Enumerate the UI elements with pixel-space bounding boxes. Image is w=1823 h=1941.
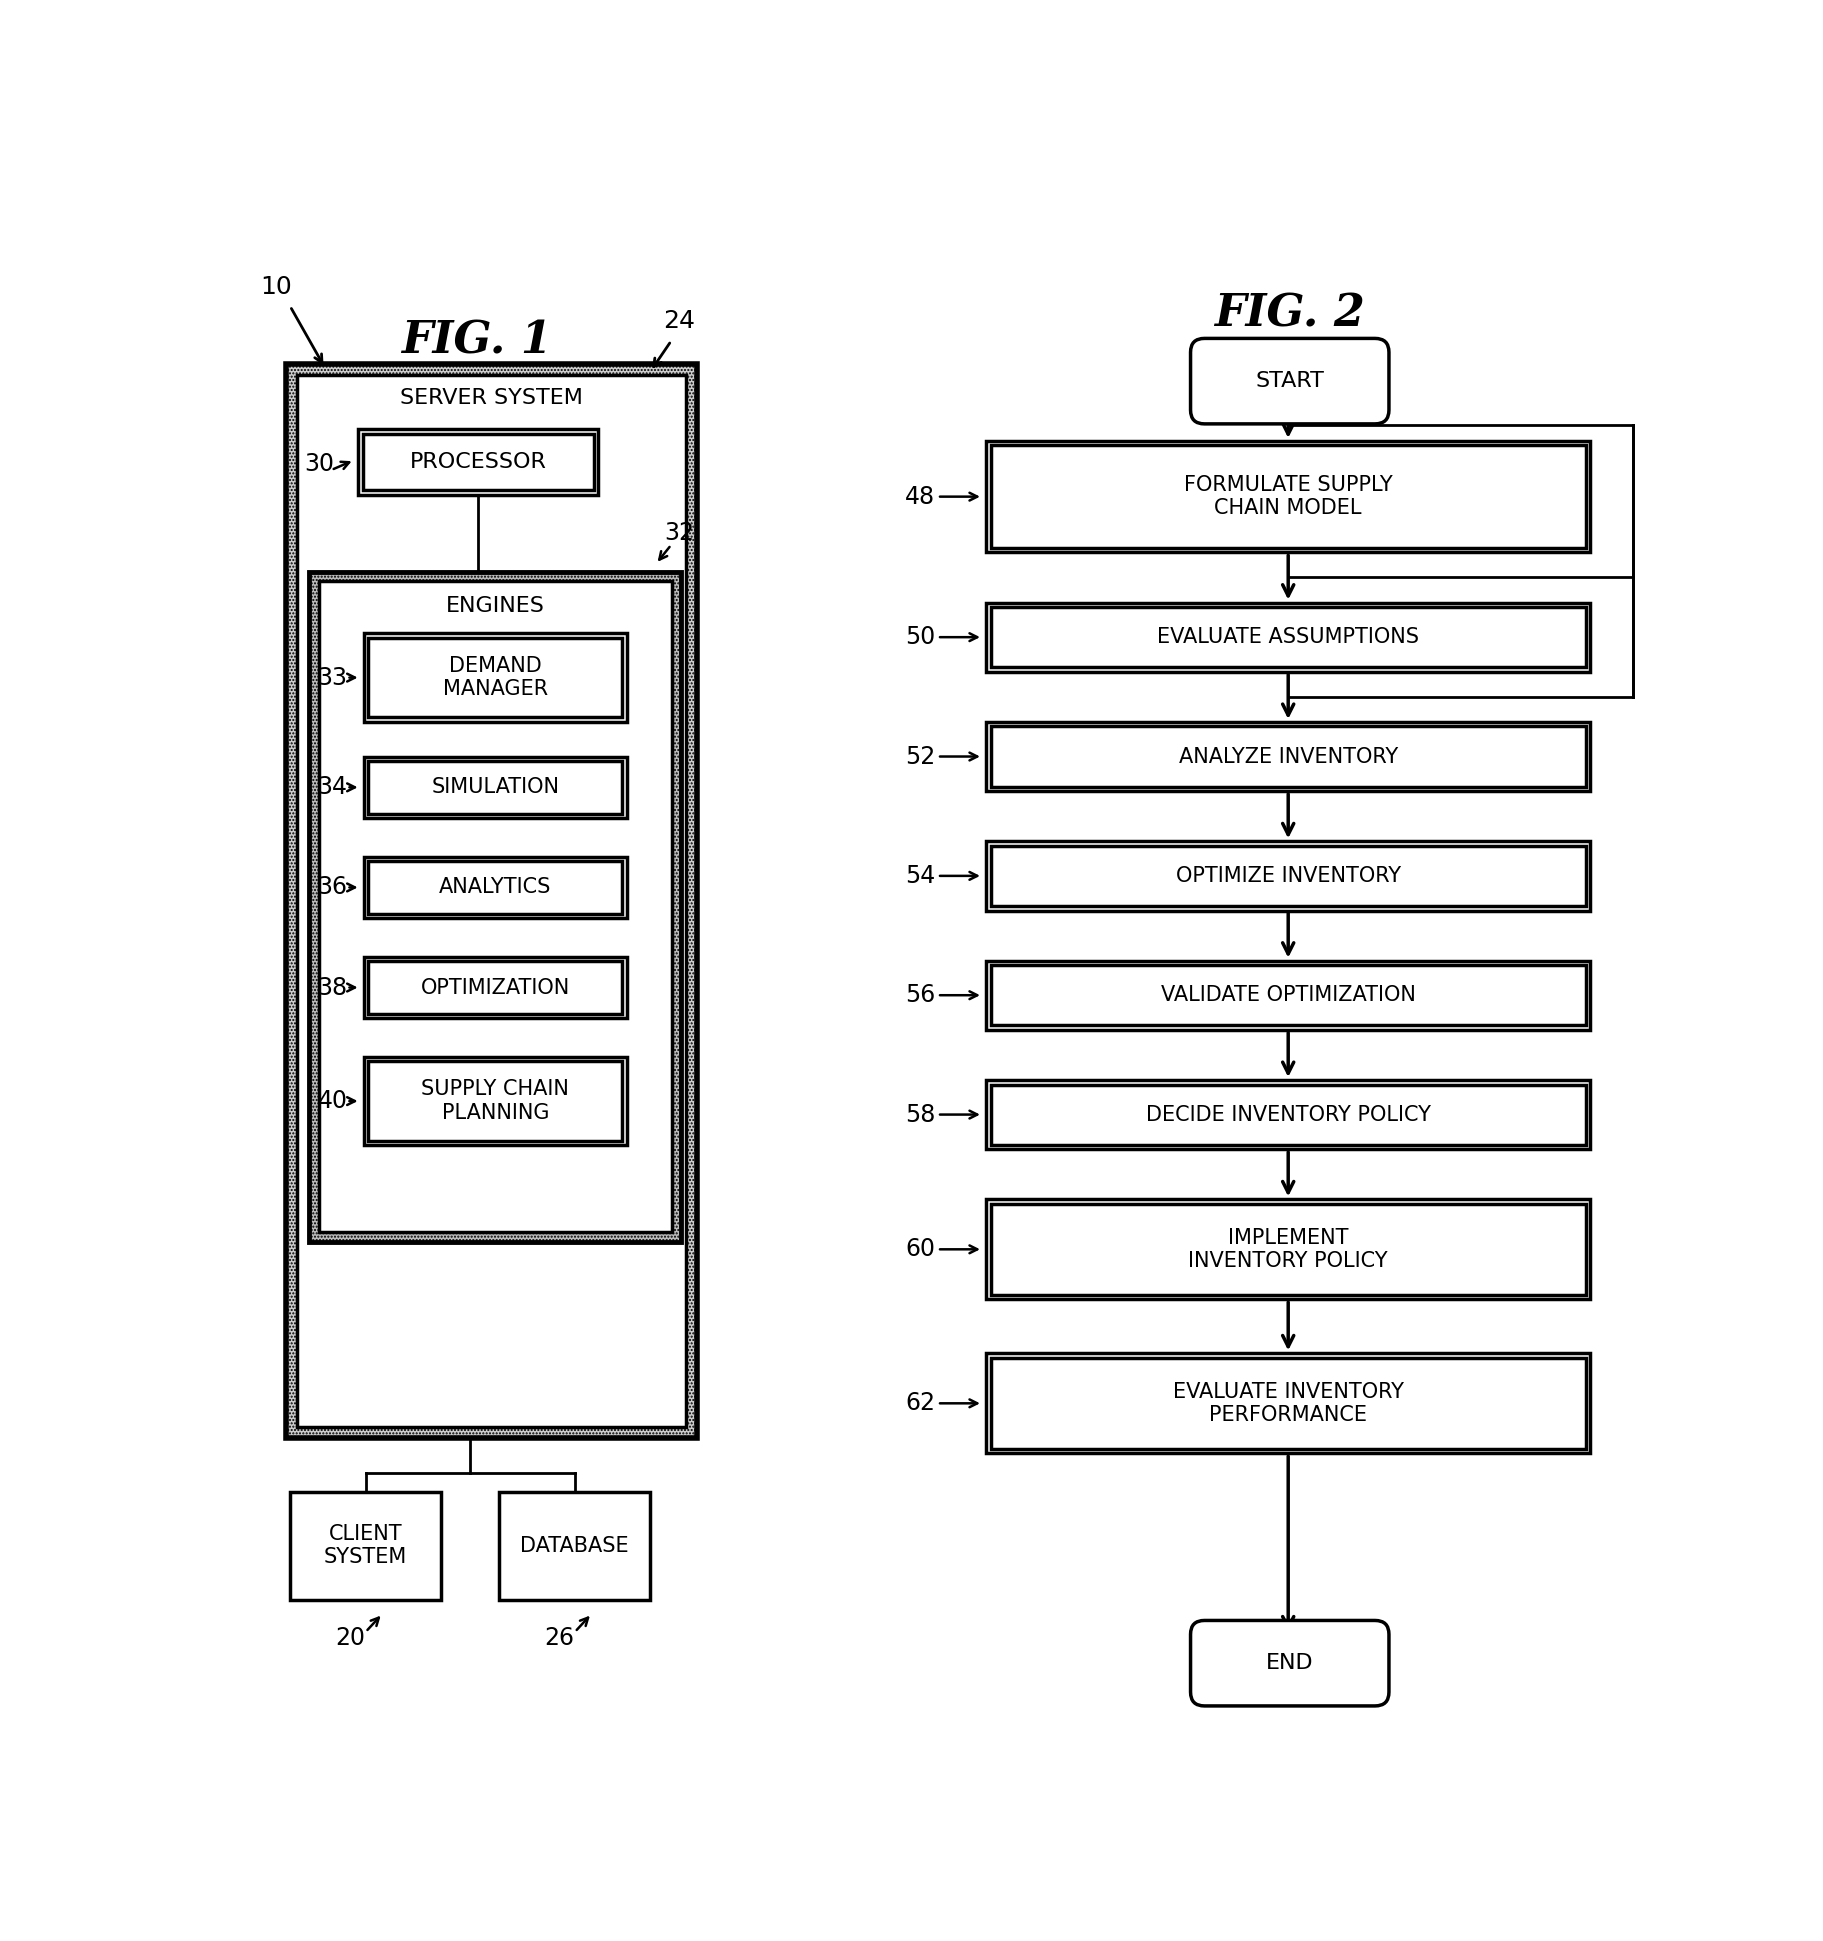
FancyBboxPatch shape xyxy=(310,573,682,1242)
Text: 50: 50 xyxy=(904,625,935,648)
Text: 36: 36 xyxy=(317,875,348,899)
Text: EVALUATE INVENTORY
PERFORMANCE: EVALUATE INVENTORY PERFORMANCE xyxy=(1172,1382,1404,1425)
Text: PROCESSOR: PROCESSOR xyxy=(410,452,547,472)
Text: ENGINES: ENGINES xyxy=(445,596,545,617)
Text: END: END xyxy=(1265,1654,1313,1673)
Text: OPTIMIZE INVENTORY: OPTIMIZE INVENTORY xyxy=(1176,866,1400,885)
FancyBboxPatch shape xyxy=(363,757,627,817)
FancyBboxPatch shape xyxy=(368,639,622,718)
FancyBboxPatch shape xyxy=(990,726,1584,786)
FancyBboxPatch shape xyxy=(986,1200,1590,1299)
Text: CLIENT
SYSTEM: CLIENT SYSTEM xyxy=(324,1524,407,1568)
Text: 38: 38 xyxy=(317,976,348,1000)
FancyBboxPatch shape xyxy=(990,608,1584,668)
Text: 40: 40 xyxy=(317,1089,348,1112)
FancyBboxPatch shape xyxy=(363,435,594,489)
FancyBboxPatch shape xyxy=(363,957,627,1019)
Text: DEMAND
MANAGER: DEMAND MANAGER xyxy=(443,656,547,699)
FancyBboxPatch shape xyxy=(363,1056,627,1145)
FancyBboxPatch shape xyxy=(990,1359,1584,1448)
FancyBboxPatch shape xyxy=(500,1493,651,1599)
FancyBboxPatch shape xyxy=(363,856,627,918)
Text: 62: 62 xyxy=(904,1392,935,1415)
Text: EVALUATE ASSUMPTIONS: EVALUATE ASSUMPTIONS xyxy=(1156,627,1418,646)
Text: DATABASE: DATABASE xyxy=(520,1535,629,1557)
FancyBboxPatch shape xyxy=(990,1085,1584,1145)
Text: OPTIMIZATION: OPTIMIZATION xyxy=(421,978,569,998)
Text: 24: 24 xyxy=(664,309,695,334)
FancyBboxPatch shape xyxy=(990,1203,1584,1295)
FancyBboxPatch shape xyxy=(368,862,622,914)
Text: FIG. 1: FIG. 1 xyxy=(401,318,551,363)
FancyBboxPatch shape xyxy=(986,602,1590,672)
FancyBboxPatch shape xyxy=(1190,338,1387,423)
FancyBboxPatch shape xyxy=(990,965,1584,1025)
FancyBboxPatch shape xyxy=(368,1062,622,1141)
Text: 30: 30 xyxy=(304,452,334,476)
Text: FORMULATE SUPPLY
CHAIN MODEL: FORMULATE SUPPLY CHAIN MODEL xyxy=(1183,476,1391,518)
Text: 54: 54 xyxy=(904,864,935,887)
FancyBboxPatch shape xyxy=(986,1353,1590,1454)
Text: SIMULATION: SIMULATION xyxy=(430,776,560,798)
Text: ANALYZE INVENTORY: ANALYZE INVENTORY xyxy=(1178,747,1396,767)
Text: 48: 48 xyxy=(904,485,935,509)
FancyBboxPatch shape xyxy=(297,375,685,1427)
Text: DECIDE INVENTORY POLICY: DECIDE INVENTORY POLICY xyxy=(1145,1104,1429,1124)
Text: VALIDATE OPTIMIZATION: VALIDATE OPTIMIZATION xyxy=(1159,986,1415,1005)
FancyBboxPatch shape xyxy=(986,1079,1590,1149)
FancyBboxPatch shape xyxy=(286,363,696,1438)
FancyBboxPatch shape xyxy=(363,633,627,722)
FancyBboxPatch shape xyxy=(986,441,1590,553)
FancyBboxPatch shape xyxy=(986,840,1590,910)
Text: FIG. 2: FIG. 2 xyxy=(1214,293,1364,336)
Text: 32: 32 xyxy=(664,522,695,545)
Text: 56: 56 xyxy=(904,984,935,1007)
Text: 52: 52 xyxy=(904,745,935,769)
FancyBboxPatch shape xyxy=(319,580,671,1233)
Text: 34: 34 xyxy=(317,774,348,800)
FancyBboxPatch shape xyxy=(368,961,622,1013)
Text: 10: 10 xyxy=(261,276,292,299)
FancyBboxPatch shape xyxy=(986,722,1590,792)
FancyBboxPatch shape xyxy=(986,961,1590,1031)
Text: 33: 33 xyxy=(317,666,348,689)
FancyBboxPatch shape xyxy=(368,761,622,813)
Text: ANALYTICS: ANALYTICS xyxy=(439,877,551,897)
Text: START: START xyxy=(1254,371,1323,392)
Text: 20: 20 xyxy=(335,1627,365,1650)
Text: 26: 26 xyxy=(543,1627,574,1650)
FancyBboxPatch shape xyxy=(290,1493,441,1599)
Text: 60: 60 xyxy=(904,1236,935,1262)
Text: SERVER SYSTEM: SERVER SYSTEM xyxy=(399,388,583,408)
FancyBboxPatch shape xyxy=(990,444,1584,547)
FancyBboxPatch shape xyxy=(990,846,1584,906)
Text: SUPPLY CHAIN
PLANNING: SUPPLY CHAIN PLANNING xyxy=(421,1079,569,1122)
Text: IMPLEMENT
INVENTORY POLICY: IMPLEMENT INVENTORY POLICY xyxy=(1189,1229,1387,1271)
Text: 58: 58 xyxy=(904,1102,935,1126)
FancyBboxPatch shape xyxy=(1190,1621,1387,1706)
FancyBboxPatch shape xyxy=(357,429,598,495)
